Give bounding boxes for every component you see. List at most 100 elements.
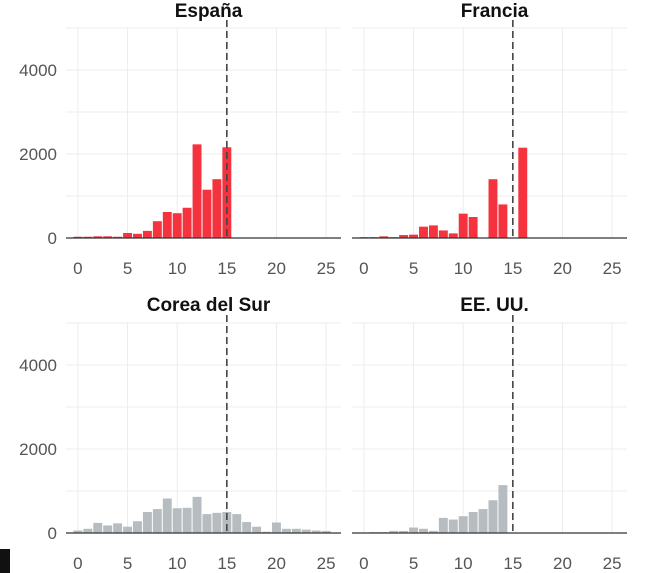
bar <box>468 217 478 238</box>
x-tick-label: 15 <box>217 554 236 573</box>
x-tick-label: 10 <box>168 259 187 278</box>
bar <box>172 213 182 238</box>
bar <box>428 530 438 533</box>
bar <box>448 233 458 238</box>
bar <box>448 519 458 533</box>
bar <box>498 204 508 238</box>
bar <box>73 530 83 533</box>
bar <box>222 147 232 238</box>
bar <box>379 236 389 238</box>
page-corner-mark <box>0 549 10 573</box>
bar <box>409 527 419 533</box>
bar <box>182 207 192 238</box>
bar <box>301 529 311 533</box>
bar <box>468 512 478 533</box>
bar <box>232 514 242 533</box>
bar <box>518 147 528 238</box>
x-tick-label: 15 <box>503 554 522 573</box>
bar <box>252 526 262 533</box>
y-tick-label: 4000 <box>19 356 57 375</box>
y-tick-label: 2000 <box>19 440 57 459</box>
bar <box>428 225 438 238</box>
bar <box>419 226 428 238</box>
bar <box>93 522 103 533</box>
bar <box>202 189 212 238</box>
bar <box>438 230 448 238</box>
bar <box>192 144 202 238</box>
bar <box>83 528 93 533</box>
panel-title: Corea del Sur <box>147 295 271 316</box>
panel-title: España <box>175 1 243 22</box>
bar <box>281 528 291 533</box>
x-tick-label: 10 <box>454 554 473 573</box>
panel-title: Francia <box>461 1 529 22</box>
bar <box>291 528 301 533</box>
panel-title: EE. UU. <box>460 295 529 316</box>
x-tick-label: 20 <box>553 554 572 573</box>
bar <box>389 530 399 533</box>
bar <box>133 233 142 238</box>
bar <box>202 514 212 533</box>
x-tick-label: 0 <box>359 259 368 278</box>
y-tick-label: 4000 <box>19 61 57 80</box>
x-tick-label: 10 <box>454 259 473 278</box>
bar <box>488 179 498 238</box>
x-tick-label: 5 <box>409 554 418 573</box>
x-tick-label: 25 <box>317 259 336 278</box>
x-tick-label: 0 <box>73 554 82 573</box>
bar <box>162 498 172 533</box>
bar <box>192 496 202 533</box>
panel-corea-del-sur: 0 5 10 15 20 25 0 2000 4000 Corea del Sur <box>19 295 341 573</box>
x-tick-label: 0 <box>73 259 82 278</box>
y-tick-label: 2000 <box>19 145 57 164</box>
bar <box>162 211 172 238</box>
bar <box>172 508 182 533</box>
x-tick-label: 25 <box>603 554 622 573</box>
bar <box>399 235 409 238</box>
bar <box>222 512 232 533</box>
bar <box>142 230 152 238</box>
bar <box>142 512 152 533</box>
bar <box>123 232 133 238</box>
bar <box>311 530 321 533</box>
bar <box>212 179 222 238</box>
x-tick-label: 5 <box>123 554 132 573</box>
bar <box>478 509 488 533</box>
bar <box>133 521 142 533</box>
bar <box>488 500 498 533</box>
bar <box>458 213 468 238</box>
x-tick-label: 15 <box>217 259 236 278</box>
x-tick-label: 15 <box>503 259 522 278</box>
bar <box>272 522 281 533</box>
bar <box>409 234 419 238</box>
bar <box>182 507 192 533</box>
bar <box>242 522 252 533</box>
x-tick-label: 20 <box>553 259 572 278</box>
bar <box>458 516 468 533</box>
bar <box>123 526 133 533</box>
y-tick-label: 0 <box>48 524 57 543</box>
bar <box>152 509 162 533</box>
bar <box>399 530 409 533</box>
bar <box>113 523 123 533</box>
panel-españa: 0 5 10 15 20 25 0 2000 4000 España <box>19 1 341 278</box>
bar <box>93 236 103 238</box>
panel-ee-uu-: 0 5 10 15 20 25 EE. UU. <box>352 295 627 573</box>
x-tick-label: 25 <box>317 554 336 573</box>
y-tick-label: 0 <box>48 229 57 248</box>
bar <box>152 221 162 238</box>
bar <box>212 512 222 533</box>
bar <box>321 530 331 533</box>
x-tick-label: 20 <box>267 554 286 573</box>
bar <box>419 528 428 533</box>
x-tick-label: 5 <box>409 259 418 278</box>
bar <box>438 517 448 533</box>
x-tick-label: 20 <box>267 259 286 278</box>
x-tick-label: 5 <box>123 259 132 278</box>
bar <box>498 485 508 533</box>
x-tick-label: 0 <box>359 554 368 573</box>
x-tick-label: 25 <box>603 259 622 278</box>
bar <box>103 236 113 238</box>
panel-francia: 0 5 10 15 20 25 Francia <box>352 1 627 278</box>
